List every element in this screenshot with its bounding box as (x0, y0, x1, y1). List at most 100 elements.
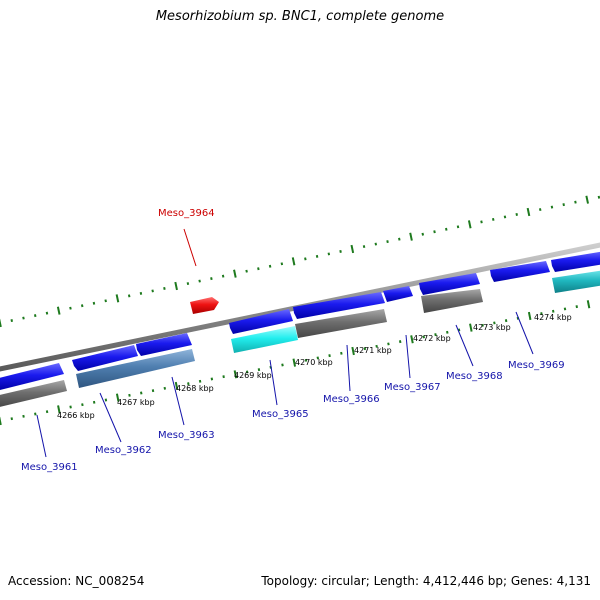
gene-callouts: Meso_3961 Meso_3962 Meso_3963 Meso_3964 … (21, 208, 565, 473)
minor-tick (481, 323, 484, 327)
major-tick (174, 281, 178, 291)
gene-meso-3965-arrow[interactable] (229, 309, 293, 334)
genome-summary-text: Topology: circular; Length: 4,412,446 bp… (261, 574, 591, 588)
gene-meso-3970-arrow[interactable] (551, 251, 600, 272)
scale-labels: 4266 kbp 4267 kbp 4268 kbp 4269 kbp 4270… (57, 313, 572, 420)
minor-tick (362, 245, 366, 249)
minor-tick (374, 242, 378, 246)
major-tick (409, 232, 413, 241)
major-tick (233, 269, 237, 278)
scale-label: 4267 kbp (117, 398, 155, 407)
minor-tick (221, 274, 225, 278)
inner-tick-ring (0, 300, 591, 426)
feature-gray-3961[interactable] (0, 380, 67, 408)
major-tick (0, 416, 2, 426)
minor-tick (198, 379, 202, 383)
minor-tick (280, 262, 284, 266)
gene-label-meso-3962[interactable]: Meso_3962 (95, 445, 152, 456)
gene-label-meso-3964[interactable]: Meso_3964 (158, 208, 215, 219)
minor-tick (92, 301, 96, 305)
major-tick (351, 346, 355, 356)
gene-meso-3964-arrow[interactable] (190, 297, 219, 314)
gene-label-meso-3963[interactable]: Meso_3963 (158, 430, 215, 441)
minor-tick (398, 340, 402, 344)
gene-label-meso-3966[interactable]: Meso_3966 (323, 394, 380, 405)
minor-tick (198, 279, 201, 283)
outer-tick-ring (0, 195, 600, 328)
minor-tick (562, 203, 565, 207)
minor-tick (257, 267, 260, 271)
minor-tick (127, 294, 131, 298)
minor-tick (81, 403, 84, 407)
major-tick (292, 358, 297, 367)
minor-tick (446, 330, 449, 334)
minor-tick (433, 230, 436, 234)
minor-tick (33, 314, 37, 318)
feature-steel-3962[interactable] (76, 349, 195, 388)
feature-cyan-3965[interactable] (231, 326, 298, 353)
minor-tick (10, 319, 13, 323)
gene-label-meso-3961[interactable]: Meso_3961 (21, 462, 78, 473)
minor-tick (22, 414, 25, 418)
minor-tick (304, 358, 308, 362)
gene-label-meso-3969[interactable]: Meso_3969 (508, 360, 565, 371)
minor-tick (504, 319, 508, 323)
gene-meso-3963-arrow[interactable] (136, 333, 192, 356)
minor-tick (187, 382, 190, 386)
gene-label-meso-3967[interactable]: Meso_3967 (384, 382, 441, 393)
gene-label-meso-3968[interactable]: Meso_3968 (446, 371, 503, 382)
major-tick (586, 300, 591, 309)
minor-tick (151, 289, 154, 293)
minor-tick (69, 306, 72, 310)
gene-meso-3961-arrow[interactable] (0, 363, 64, 390)
minor-tick (551, 309, 555, 313)
map-title: Mesorhizobium sp. BNC1, complete genome (155, 9, 445, 24)
minor-tick (422, 335, 425, 339)
gene-meso-3962-arrow[interactable] (72, 345, 138, 371)
minor-tick (328, 354, 331, 358)
gene-meso-3968-arrow[interactable] (419, 273, 480, 295)
minor-tick (597, 195, 600, 199)
gene-meso-3967-arrow[interactable] (383, 286, 413, 302)
minor-tick (222, 375, 225, 379)
scale-label: 4270 kbp (295, 358, 333, 367)
major-tick (233, 370, 238, 379)
minor-tick (445, 227, 448, 231)
minor-tick (540, 312, 543, 316)
gene-meso-3966-arrow[interactable] (293, 292, 385, 319)
minor-tick (375, 344, 378, 348)
major-tick (585, 195, 589, 204)
major-tick (526, 207, 531, 217)
feature-teal-3969[interactable] (552, 270, 600, 293)
feature-gray-3966[interactable] (295, 309, 387, 338)
minor-tick (104, 299, 107, 303)
major-tick (0, 318, 2, 328)
minor-tick (515, 213, 518, 216)
gene-meso-3969-arrow[interactable] (490, 261, 550, 282)
minor-tick (245, 269, 248, 273)
gene-label-meso-3965[interactable]: Meso_3965 (252, 409, 309, 420)
major-tick (174, 381, 179, 391)
major-tick (57, 405, 61, 414)
scale-label: 4273 kbp (473, 323, 511, 332)
minor-tick (92, 400, 96, 404)
scale-label: 4272 kbp (413, 334, 451, 343)
minor-tick (421, 232, 425, 236)
scale-label: 4271 kbp (354, 346, 392, 355)
minor-tick (550, 205, 554, 209)
major-tick (115, 393, 120, 402)
feature-gray-3968[interactable] (421, 289, 483, 313)
minor-tick (245, 370, 249, 374)
minor-tick (210, 277, 213, 281)
major-tick (467, 220, 472, 229)
minor-tick (456, 225, 460, 229)
minor-tick (304, 257, 307, 261)
scale-label: 4266 kbp (57, 411, 95, 420)
minor-tick (563, 307, 567, 311)
minor-tick (491, 217, 495, 221)
scale-label: 4269 kbp (234, 371, 272, 380)
major-tick (115, 294, 120, 303)
minor-tick (22, 316, 25, 320)
major-tick (350, 244, 355, 254)
